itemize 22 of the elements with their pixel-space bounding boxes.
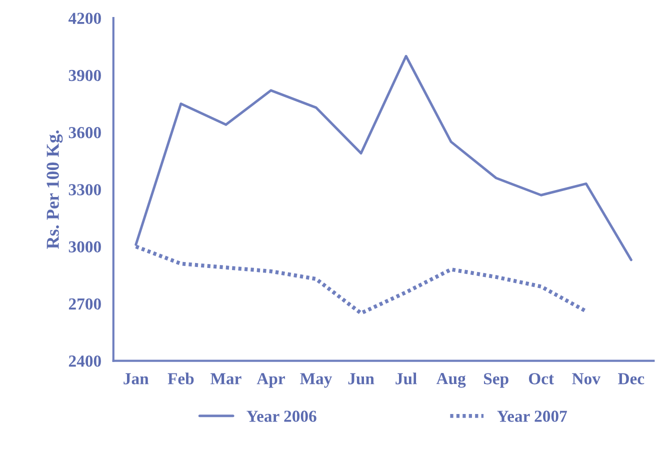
x-tick-label: Feb xyxy=(168,372,194,384)
x-tick-label: May xyxy=(300,373,332,388)
x-tick-label: Jun xyxy=(348,373,374,384)
x-tick-label: Mar xyxy=(210,373,242,384)
y-tick-label: 3600 xyxy=(68,126,101,138)
y-tick-label: 4200 xyxy=(68,12,101,24)
legend-label: Year 2006 xyxy=(246,410,316,422)
legend-label: Year 2007 xyxy=(497,410,567,422)
y-tick-label: 3300 xyxy=(68,184,101,196)
x-tick-label: Sep xyxy=(484,373,508,388)
y-tick-label: 3000 xyxy=(68,241,101,252)
y-tick-label: 3900 xyxy=(68,70,101,82)
x-tick-label: Oct xyxy=(528,373,554,384)
x-tick-label: Jul xyxy=(396,372,417,384)
y-tick-label: 2400 xyxy=(68,356,101,367)
x-tick-label: Aug xyxy=(436,373,466,388)
x-tick-label: Jan xyxy=(124,373,149,384)
x-tick-label: Dec xyxy=(618,373,644,384)
y-axis-title: Rs. Per 100 Kg. xyxy=(46,130,63,249)
y-tick-label: 2700 xyxy=(68,298,101,310)
x-tick-label: Apr xyxy=(256,373,285,388)
x-tick-label: Nov xyxy=(572,373,600,384)
